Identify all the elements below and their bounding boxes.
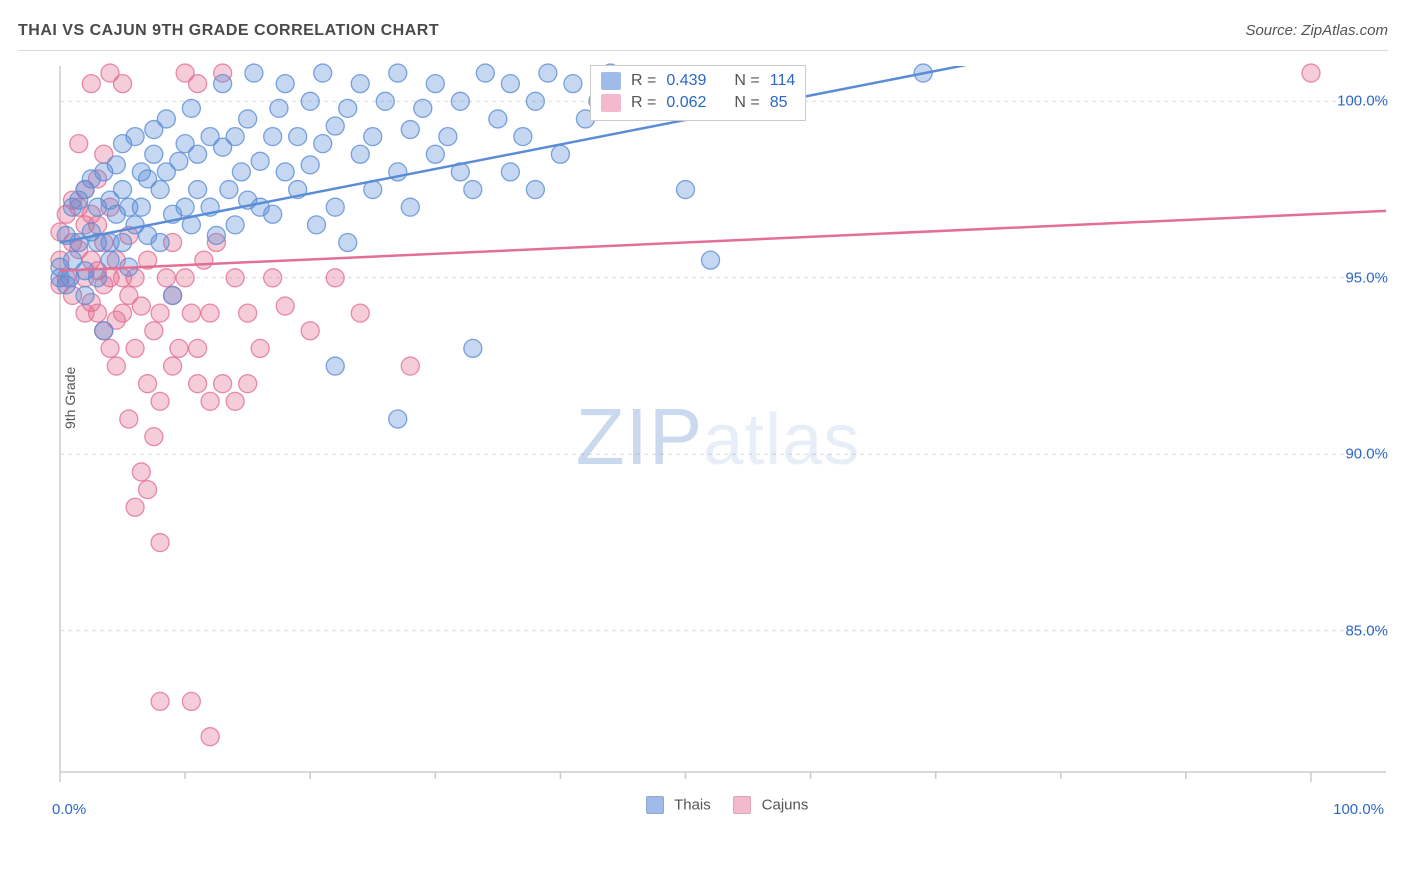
legend-swatch-thais (646, 796, 664, 814)
chart-plot-area: ZIPatlas 9th Grade 85.0%90.0%95.0%100.0%… (50, 62, 1386, 812)
stats-row-cajuns: R = 0.062 N = 85 (601, 92, 795, 114)
r-value-thais: 0.439 (666, 72, 706, 90)
y-tick-label: 90.0% (1345, 446, 1388, 463)
source-credit: Source: ZipAtlas.com (1245, 22, 1388, 39)
legend-label-cajuns: Cajuns (762, 796, 809, 813)
n-label: N = (734, 94, 759, 112)
legend-label-thais: Thais (674, 796, 711, 813)
n-value-cajuns: 85 (770, 94, 788, 112)
title-underline (18, 50, 1388, 51)
y-tick-label: 85.0% (1345, 622, 1388, 639)
chart-svg (50, 62, 1386, 812)
r-label: R = (631, 72, 656, 90)
stats-swatch-thais (601, 72, 621, 90)
x-legend: Thais Cajuns (50, 796, 1386, 814)
legend-swatch-cajuns (733, 796, 751, 814)
stats-swatch-cajuns (601, 94, 621, 112)
r-label: R = (631, 94, 656, 112)
n-label: N = (734, 72, 759, 90)
chart-title: THAI VS CAJUN 9TH GRADE CORRELATION CHAR… (18, 22, 1388, 40)
n-value-thais: 114 (770, 72, 796, 90)
y-axis-label: 9th Grade (62, 367, 78, 429)
y-tick-label: 100.0% (1337, 93, 1388, 110)
stats-row-thais: R = 0.439 N = 114 (601, 70, 795, 92)
r-value-cajuns: 0.062 (666, 94, 706, 112)
y-tick-label: 95.0% (1345, 269, 1388, 286)
stats-legend-box: R = 0.439 N = 114 R = 0.062 N = 85 (590, 65, 806, 121)
